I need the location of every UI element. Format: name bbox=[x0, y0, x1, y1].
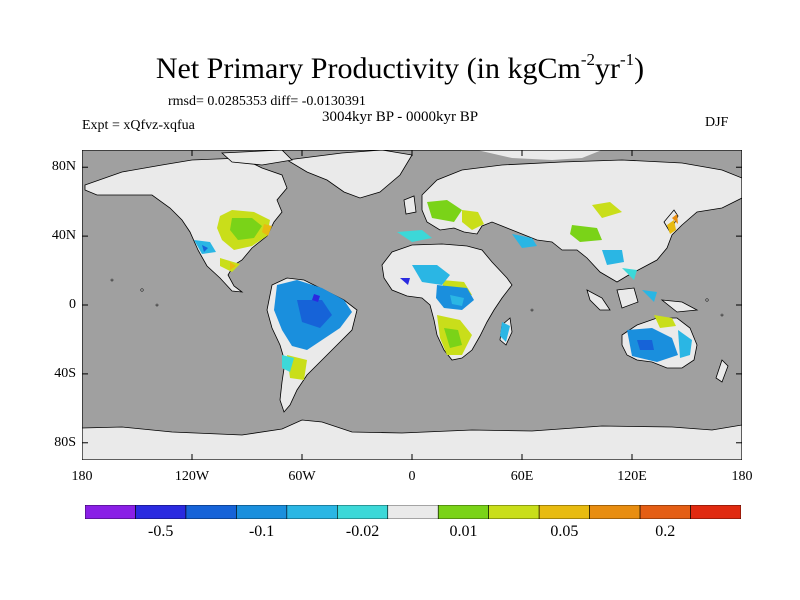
sumatra bbox=[586, 289, 611, 311]
colorbar-label: -0.5 bbox=[148, 523, 174, 540]
negative-anomaly bbox=[194, 230, 692, 372]
season-label: DJF bbox=[705, 115, 729, 130]
lon-tick-label: 120W bbox=[174, 469, 210, 484]
chart-title: Net Primary Productivity (in kgCm-2yr-1) bbox=[155, 50, 645, 85]
colorbar-swatch bbox=[185, 505, 237, 519]
colorbar-label: -0.1 bbox=[248, 523, 275, 540]
experiment-label: Expt = xQfvz-xqfua bbox=[82, 118, 195, 133]
uk-ireland bbox=[403, 195, 417, 215]
colorbar bbox=[85, 505, 741, 519]
lon-tick-label: 60W bbox=[288, 469, 316, 484]
lat-tick-label: 80S bbox=[54, 434, 76, 450]
colorbar-swatch bbox=[286, 505, 338, 519]
world-map bbox=[81, 149, 743, 465]
arctic-ice bbox=[477, 150, 602, 160]
greenland bbox=[285, 149, 413, 199]
colorbar-swatch bbox=[437, 505, 489, 519]
lon-tick-label: 0 bbox=[408, 469, 416, 484]
colorbar-swatch bbox=[488, 505, 540, 519]
colorbar-swatch bbox=[135, 505, 187, 519]
borneo bbox=[616, 287, 639, 309]
lat-tick-label: 40N bbox=[51, 228, 76, 244]
colorbar-swatch bbox=[236, 505, 288, 519]
lon-tick-label: 180 bbox=[71, 469, 93, 484]
colorbar-label: 0.01 bbox=[449, 523, 478, 540]
new-guinea bbox=[660, 299, 699, 313]
colorbar-swatch bbox=[538, 505, 590, 519]
stats-text: rmsd= 0.0285353 diff= -0.0130391 bbox=[168, 94, 366, 109]
lat-tick-label: 40S bbox=[54, 365, 76, 381]
colorbar-swatch bbox=[387, 505, 439, 519]
lat-tick-label: 80N bbox=[51, 159, 76, 175]
lon-tick-label: 60E bbox=[510, 469, 534, 484]
colorbar-swatch bbox=[639, 505, 691, 519]
eurasia bbox=[421, 159, 743, 283]
colorbar-label: -0.02 bbox=[345, 523, 380, 540]
lon-tick-label: 120E bbox=[617, 469, 647, 484]
colorbar-label: 0.2 bbox=[655, 523, 676, 540]
latitude-ticks bbox=[82, 166, 742, 444]
colorbar-label: 0.05 bbox=[550, 523, 579, 540]
colorbar-swatch bbox=[337, 505, 389, 519]
positive-anomaly bbox=[217, 200, 678, 380]
colorbar-swatch bbox=[589, 505, 641, 519]
islands bbox=[110, 278, 724, 317]
lon-tick-label: 180 bbox=[731, 469, 753, 484]
colorbar-swatch bbox=[85, 505, 136, 519]
new-zealand bbox=[715, 359, 729, 383]
lat-tick-label: 0 bbox=[69, 297, 76, 312]
period-text: 3004kyr BP - 0000kyr BP bbox=[322, 109, 479, 125]
colorbar-swatch bbox=[690, 505, 741, 519]
